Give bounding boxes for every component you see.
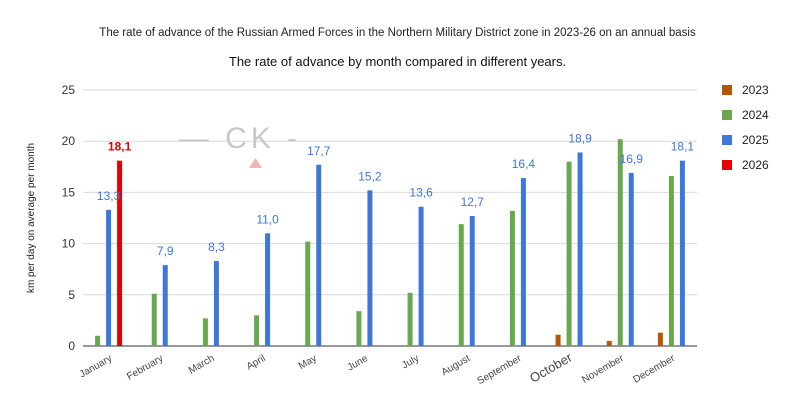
data-label: 8,3 [208, 240, 225, 254]
data-label: 18,9 [568, 131, 592, 145]
bar-2023-december [657, 332, 663, 346]
data-label: 18,1 [671, 140, 695, 154]
bar-2025-january [106, 209, 112, 346]
y-axis-label: km per day on average per month [26, 143, 37, 293]
bar-2024-august [458, 224, 464, 346]
bar-2025-april [265, 233, 271, 346]
x-tick-label: July [400, 353, 421, 371]
x-tick-label: January [78, 353, 114, 380]
y-tick-label: 25 [62, 83, 76, 97]
watermark: — CK - [179, 122, 301, 155]
data-label: 13,3 [97, 189, 121, 203]
bar-2024-june [356, 311, 362, 346]
bar-2023-november [606, 340, 612, 346]
bar-2024-july [407, 292, 413, 346]
bar-2025-july [418, 206, 424, 346]
bar-2024-march [202, 318, 208, 346]
chart-title: The rate of advance of the Russian Armed… [99, 27, 696, 39]
bar-2025-june [367, 190, 373, 346]
data-label: 13,6 [409, 186, 433, 200]
y-tick-label: 5 [68, 288, 75, 302]
bar-2024-april [254, 315, 260, 346]
y-tick-label: 10 [62, 237, 76, 251]
y-tick-label: 20 [62, 134, 76, 148]
data-label: 15,2 [358, 169, 382, 183]
x-tick-label: February [125, 353, 165, 383]
data-label: 16,9 [620, 152, 644, 166]
x-tick-label: August [440, 353, 473, 378]
x-tick-label: October [527, 349, 575, 385]
bar-2025-may [316, 164, 322, 346]
legend-swatch [722, 85, 732, 95]
x-tick-label: September [476, 353, 524, 387]
x-tick-label: December [631, 353, 677, 386]
bar-2025-september [520, 178, 526, 346]
bar-2024-may [305, 241, 311, 346]
legend-entry: 2025 [742, 133, 769, 147]
x-tick-label: November [580, 353, 626, 386]
x-tick-label: June [346, 353, 371, 374]
legend-swatch [722, 110, 732, 120]
legend-entry: 2023 [742, 83, 769, 97]
bar-2023-october [555, 334, 561, 346]
bar-2024-november [617, 139, 623, 346]
data-label: 12,7 [461, 195, 485, 209]
bar-2024-january [95, 335, 101, 346]
data-label: 11,0 [256, 212, 279, 226]
bar-2024-september [509, 210, 515, 346]
bar-2025-december [679, 160, 685, 346]
watermark-triangle-icon [249, 158, 262, 168]
bar-2025-march [213, 261, 219, 346]
bar-2025-august [469, 215, 475, 346]
x-tick-label: May [297, 353, 319, 372]
data-label: 17,7 [307, 144, 331, 158]
y-tick-label: 15 [62, 185, 76, 199]
data-label: 18,1 [108, 140, 132, 154]
x-tick-label: April [245, 353, 268, 373]
bar-2026-january [117, 160, 123, 346]
x-tick-label: March [187, 353, 217, 376]
bar-2025-february [162, 265, 168, 346]
bar-2025-november [628, 172, 634, 346]
bar-2025-october [577, 152, 583, 346]
bar-2024-february [151, 293, 157, 346]
y-tick-label: 0 [68, 339, 75, 353]
legend-entry: 2024 [742, 108, 769, 122]
data-label: 7,9 [157, 244, 174, 258]
data-label: 16,4 [512, 157, 536, 171]
legend-entry: 2026 [742, 158, 769, 172]
bar-2024-december [668, 176, 674, 346]
legend-swatch [722, 160, 732, 170]
chart-subtitle: The rate of advance by month compared in… [228, 54, 567, 69]
legend-swatch [722, 135, 732, 145]
bar-2024-october [566, 161, 572, 346]
